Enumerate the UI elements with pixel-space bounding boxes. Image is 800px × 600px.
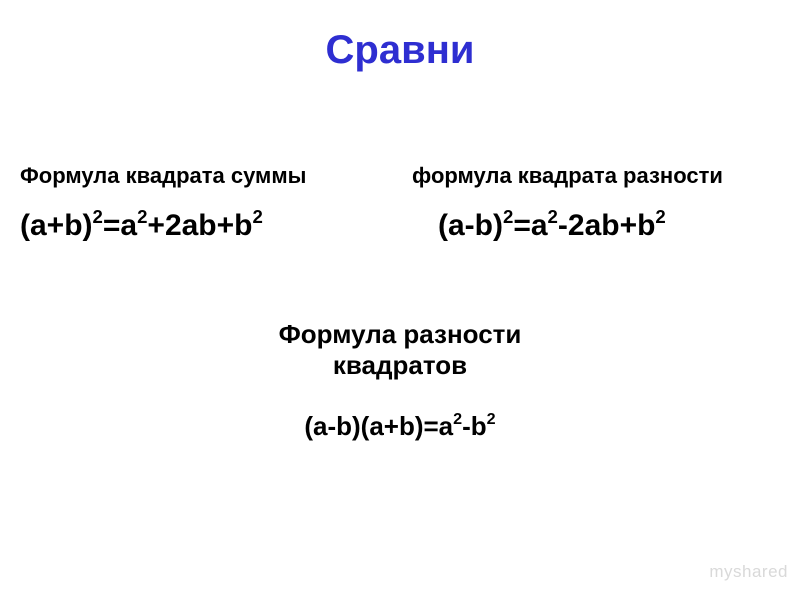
right-f-e2: 2 — [548, 206, 558, 227]
right-f-e1: 2 — [503, 206, 513, 227]
left-column: Формула квадрата суммы (a+b)2=a2+2ab+b2 — [20, 163, 400, 244]
left-f-p2: =a — [103, 209, 137, 242]
center-block: Формула разности квадратов (a-b)(a+b)=a2… — [0, 319, 800, 442]
center-label-line2: квадратов — [333, 350, 467, 380]
right-column: формула квадрата разности (a-b)2=a2-2ab+… — [400, 163, 780, 244]
center-formula-expression: (a-b)(a+b)=a2-b2 — [0, 411, 800, 442]
formula-compare-row: Формула квадрата суммы (a+b)2=a2+2ab+b2 … — [0, 163, 800, 244]
center-f-e1: 2 — [453, 410, 462, 428]
left-f-p3: +2ab+b — [147, 209, 252, 242]
right-f-p2: =a — [513, 209, 547, 242]
left-f-e2: 2 — [137, 206, 147, 227]
center-formula-label: Формула разности квадратов — [0, 319, 800, 381]
left-formula-expression: (a+b)2=a2+2ab+b2 — [20, 207, 400, 244]
right-f-p3: -2ab+b — [558, 209, 656, 242]
center-f-p1: (a-b)(a+b)=a — [304, 411, 453, 441]
right-formula-label: формула квадрата разности — [400, 163, 780, 189]
right-f-e3: 2 — [655, 206, 665, 227]
center-f-e2: 2 — [487, 410, 496, 428]
center-f-p2: -b — [462, 411, 487, 441]
watermark-text: myshared — [709, 562, 788, 582]
center-label-line1: Формула разности — [279, 319, 522, 349]
left-f-e3: 2 — [252, 206, 262, 227]
left-f-p1: (a+b) — [20, 209, 93, 242]
right-formula-expression: (a-b)2=a2-2ab+b2 — [400, 207, 780, 244]
slide-title: Сравни — [0, 0, 800, 73]
left-f-e1: 2 — [93, 206, 103, 227]
left-formula-label: Формула квадрата суммы — [20, 163, 400, 189]
right-f-p1: (a-b) — [438, 209, 503, 242]
